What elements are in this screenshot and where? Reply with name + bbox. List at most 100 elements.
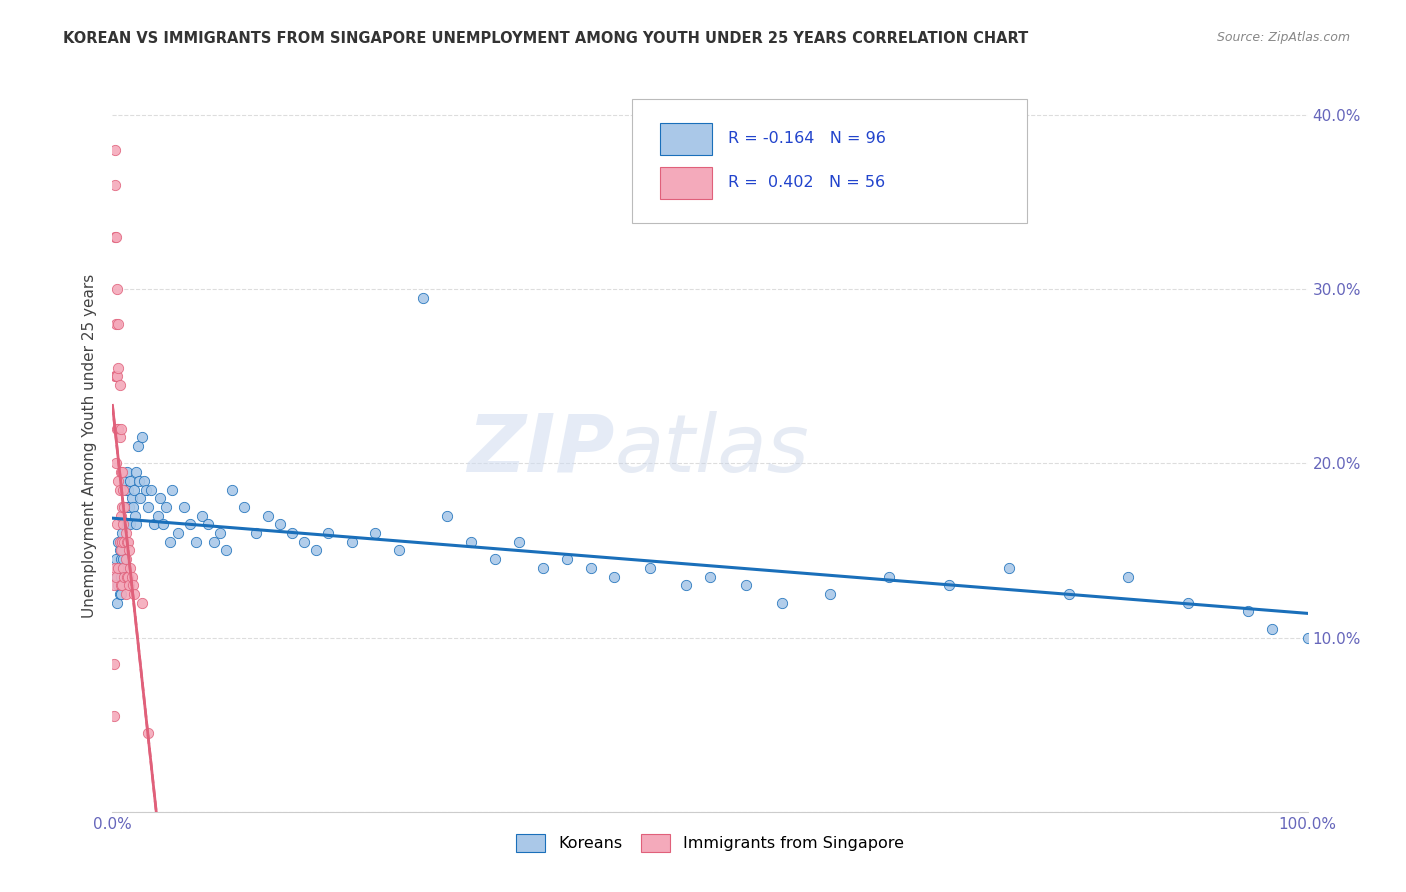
Point bbox=[114, 500, 135, 514]
Point bbox=[167, 526, 190, 541]
Point bbox=[305, 543, 328, 558]
Point bbox=[128, 474, 150, 488]
Point bbox=[105, 282, 128, 296]
Point bbox=[640, 561, 662, 575]
Point bbox=[114, 552, 136, 566]
Point bbox=[120, 561, 142, 575]
Point bbox=[112, 483, 135, 497]
Point bbox=[114, 526, 136, 541]
Point bbox=[115, 500, 138, 514]
Point bbox=[104, 369, 127, 384]
Point bbox=[108, 378, 131, 392]
Point bbox=[114, 534, 135, 549]
Point bbox=[131, 430, 153, 444]
Point bbox=[460, 534, 482, 549]
Text: R =  0.402   N = 56: R = 0.402 N = 56 bbox=[728, 175, 886, 190]
Point bbox=[121, 491, 143, 506]
Point bbox=[114, 474, 135, 488]
Point bbox=[120, 474, 142, 488]
Point bbox=[197, 517, 219, 532]
Point bbox=[155, 500, 177, 514]
Point bbox=[138, 726, 160, 740]
Point bbox=[105, 317, 128, 331]
Point bbox=[103, 578, 125, 592]
Point bbox=[110, 465, 132, 479]
Point bbox=[121, 500, 143, 514]
Text: atlas: atlas bbox=[614, 410, 810, 489]
Point bbox=[191, 508, 214, 523]
Point bbox=[1261, 622, 1284, 636]
FancyBboxPatch shape bbox=[633, 99, 1026, 223]
Point bbox=[115, 534, 138, 549]
Point bbox=[127, 439, 149, 453]
Point bbox=[104, 143, 127, 157]
Point bbox=[111, 561, 134, 575]
Point bbox=[107, 317, 129, 331]
Point bbox=[436, 508, 458, 523]
Point bbox=[209, 526, 232, 541]
Point bbox=[111, 500, 134, 514]
Point bbox=[117, 534, 139, 549]
Point bbox=[281, 526, 304, 541]
Point bbox=[104, 561, 127, 575]
Point bbox=[110, 508, 132, 523]
Point bbox=[104, 178, 127, 192]
Point bbox=[117, 483, 139, 497]
Point bbox=[107, 421, 129, 435]
Point bbox=[107, 561, 129, 575]
Text: Source: ZipAtlas.com: Source: ZipAtlas.com bbox=[1216, 31, 1350, 45]
Point bbox=[110, 534, 132, 549]
Point bbox=[107, 360, 129, 375]
Point bbox=[292, 534, 315, 549]
Point bbox=[162, 483, 183, 497]
Point bbox=[108, 561, 131, 575]
Point bbox=[107, 578, 129, 592]
Point bbox=[118, 500, 141, 514]
Point bbox=[110, 587, 132, 601]
Point bbox=[107, 534, 129, 549]
Point bbox=[316, 526, 339, 541]
Point bbox=[122, 483, 145, 497]
Point bbox=[121, 569, 143, 583]
Point bbox=[675, 578, 697, 592]
Point bbox=[112, 517, 135, 532]
Point bbox=[114, 517, 135, 532]
Point bbox=[202, 534, 225, 549]
Point bbox=[508, 534, 530, 549]
Point bbox=[111, 534, 134, 549]
Point bbox=[129, 491, 152, 506]
Point bbox=[111, 465, 134, 479]
Point bbox=[125, 465, 148, 479]
Point bbox=[159, 534, 181, 549]
Point bbox=[388, 543, 411, 558]
Point bbox=[1118, 569, 1140, 583]
Point bbox=[111, 578, 134, 592]
Point bbox=[484, 552, 506, 566]
Point bbox=[173, 500, 195, 514]
Point bbox=[105, 369, 128, 384]
Point bbox=[412, 291, 434, 305]
Point bbox=[1296, 631, 1319, 645]
Point bbox=[107, 474, 129, 488]
Point bbox=[110, 552, 132, 566]
Point bbox=[114, 483, 136, 497]
Point bbox=[120, 517, 142, 532]
Point bbox=[131, 596, 153, 610]
Point bbox=[735, 578, 758, 592]
Point bbox=[998, 561, 1021, 575]
Point bbox=[1237, 604, 1260, 618]
Point bbox=[117, 569, 139, 583]
Text: KOREAN VS IMMIGRANTS FROM SINGAPORE UNEMPLOYMENT AMONG YOUTH UNDER 25 YEARS CORR: KOREAN VS IMMIGRANTS FROM SINGAPORE UNEM… bbox=[63, 31, 1029, 46]
Point bbox=[233, 500, 256, 514]
Point bbox=[215, 543, 238, 558]
Point bbox=[110, 578, 132, 592]
Point bbox=[364, 526, 387, 541]
Point bbox=[118, 578, 141, 592]
Point bbox=[135, 483, 157, 497]
Point bbox=[1057, 587, 1080, 601]
Point bbox=[105, 230, 128, 244]
Point bbox=[108, 587, 131, 601]
Point bbox=[179, 517, 201, 532]
Point bbox=[149, 491, 172, 506]
Point bbox=[105, 517, 128, 532]
